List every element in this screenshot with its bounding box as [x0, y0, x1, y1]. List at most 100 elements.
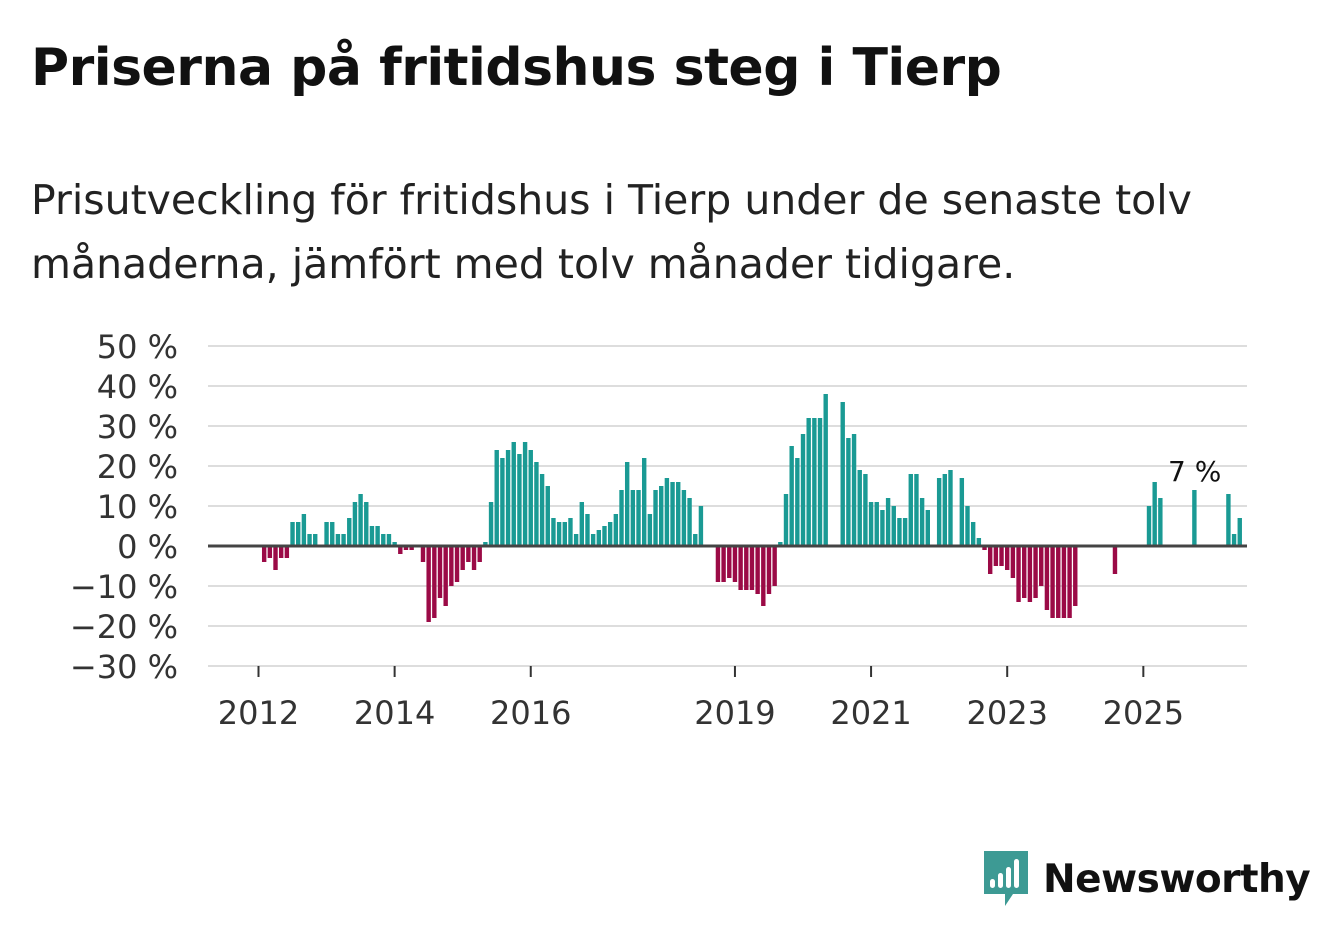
bar	[1044, 546, 1050, 610]
newsworthy-logo: Newsworthy	[981, 848, 1311, 910]
bar	[364, 502, 369, 546]
bar	[534, 462, 539, 546]
bar	[806, 418, 811, 546]
bar	[664, 478, 670, 546]
bar	[857, 470, 862, 546]
bar	[936, 478, 942, 546]
bar	[613, 514, 619, 546]
bar	[443, 546, 448, 606]
y-tick-label: 50 %	[97, 328, 178, 366]
bar	[647, 514, 653, 546]
bar	[1016, 546, 1021, 602]
bar	[1022, 546, 1027, 598]
bar	[863, 474, 868, 546]
bar	[454, 546, 460, 582]
bar	[965, 506, 970, 546]
bar	[891, 506, 896, 546]
bar	[278, 546, 284, 558]
bar	[976, 538, 982, 546]
bar	[539, 474, 545, 546]
bar	[409, 546, 414, 550]
bar	[744, 546, 749, 590]
bar	[273, 546, 278, 570]
bar	[1146, 506, 1152, 546]
bar	[681, 490, 687, 546]
bar	[902, 518, 908, 546]
bars	[261, 394, 1242, 622]
bar	[1061, 546, 1067, 618]
bar	[919, 498, 925, 546]
bar	[307, 534, 312, 546]
bar	[715, 546, 721, 582]
bar	[494, 450, 499, 546]
bar	[471, 546, 477, 570]
y-tick-label: 0 %	[117, 528, 178, 566]
grid-lines	[208, 345, 1247, 667]
bar	[653, 490, 658, 546]
x-tick-label: 2021	[830, 694, 911, 732]
bar	[619, 490, 624, 546]
bar	[670, 482, 675, 546]
x-axis: 2012 2014 2016 2019 2021 2023 2025	[218, 666, 1184, 732]
bar	[261, 546, 267, 562]
bar	[755, 546, 760, 594]
y-tick-label: 30 %	[97, 408, 178, 446]
bar	[897, 518, 902, 546]
bar	[641, 458, 647, 546]
bar	[800, 434, 806, 546]
bar	[313, 534, 318, 546]
bar	[488, 502, 494, 546]
bar	[568, 518, 573, 546]
bar	[766, 546, 772, 594]
bar	[341, 534, 346, 546]
bar	[511, 442, 516, 546]
bar	[761, 546, 766, 606]
bar	[778, 542, 783, 546]
bar	[908, 474, 913, 546]
bar	[659, 486, 664, 546]
bar	[1226, 494, 1231, 546]
bar	[420, 546, 426, 562]
bar	[1158, 498, 1163, 546]
bar	[676, 482, 681, 546]
bar	[727, 546, 732, 578]
bar	[1152, 482, 1157, 546]
bar	[749, 546, 755, 590]
bar	[330, 522, 335, 546]
bar	[630, 490, 636, 546]
bar	[466, 546, 471, 562]
bar	[375, 526, 380, 546]
bar	[290, 522, 295, 546]
bar	[914, 474, 919, 546]
bar	[590, 534, 596, 546]
bar	[602, 526, 607, 546]
bar	[925, 510, 930, 546]
x-tick-label: 2025	[1103, 694, 1184, 732]
bar	[942, 474, 948, 546]
bar	[324, 522, 329, 546]
bar	[868, 502, 874, 546]
bar	[596, 530, 602, 546]
bar	[369, 526, 375, 546]
y-tick-label: 40 %	[97, 368, 178, 406]
bar	[817, 418, 823, 546]
bar	[970, 522, 976, 546]
bar	[556, 522, 562, 546]
bar	[693, 534, 698, 546]
bar	[347, 518, 352, 546]
bar	[738, 546, 743, 590]
bar	[381, 534, 386, 546]
bar	[948, 470, 953, 546]
bar	[551, 518, 556, 546]
y-axis-labels: 50 %40 %30 %20 %10 %0 %−10 %−20 %−30 %	[70, 328, 178, 686]
bar	[522, 442, 528, 546]
x-tick-label: 2019	[694, 694, 775, 732]
bar	[851, 434, 857, 546]
bar	[585, 514, 590, 546]
bar	[1192, 490, 1197, 546]
bar	[426, 546, 431, 622]
bar	[789, 446, 794, 546]
bar	[449, 546, 454, 586]
bar	[296, 522, 301, 546]
